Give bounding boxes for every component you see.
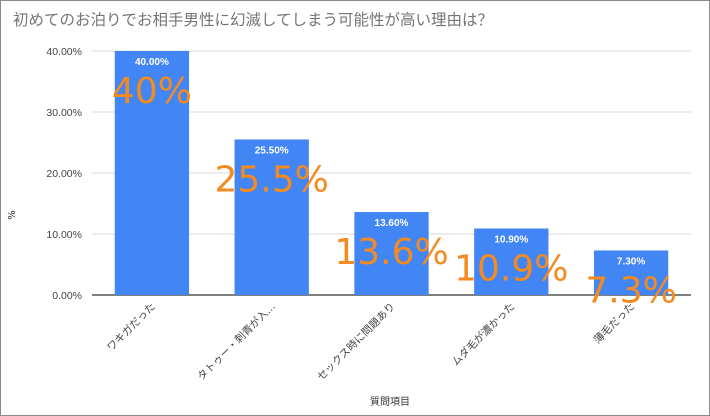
overlay-annotation: 40% bbox=[112, 71, 192, 112]
x-tick-label: タトゥー・刺青が入... bbox=[195, 300, 278, 383]
data-label: 10.90% bbox=[494, 235, 528, 246]
y-tick-label: 10.00% bbox=[46, 229, 82, 241]
y-tick-label: 20.00% bbox=[46, 168, 82, 180]
bar bbox=[114, 51, 190, 295]
data-label: 13.60% bbox=[375, 218, 409, 229]
overlay-annotation: 10.9% bbox=[454, 249, 568, 290]
data-label: 7.30% bbox=[617, 256, 645, 267]
bar bbox=[234, 139, 309, 295]
y-tick-label: 40.00% bbox=[46, 46, 82, 58]
chart-title: 初めてのお泊りでお相手男性に幻滅してしまう可能性が高い理由は？ bbox=[13, 11, 493, 29]
y-tick-label: 30.00% bbox=[46, 107, 82, 119]
bar bbox=[474, 228, 549, 295]
overlay-annotation: 13.6% bbox=[334, 232, 448, 273]
x-tick-label: ワキガだった bbox=[105, 301, 158, 354]
y-axis-title: % bbox=[7, 210, 18, 220]
x-tick-label: ムダ毛が濃かった bbox=[449, 300, 518, 369]
x-axis-title: 質問項目 bbox=[370, 395, 410, 408]
data-label: 25.50% bbox=[255, 145, 289, 156]
data-label: 40.00% bbox=[135, 57, 169, 68]
bar bbox=[354, 212, 429, 295]
y-tick-label: 0.00% bbox=[52, 290, 82, 302]
overlay-annotation: 7.3% bbox=[585, 270, 676, 311]
bar bbox=[593, 250, 669, 295]
x-tick-label: セックス時に問題あり bbox=[315, 301, 398, 384]
overlay-annotation: 25.5% bbox=[215, 159, 329, 200]
